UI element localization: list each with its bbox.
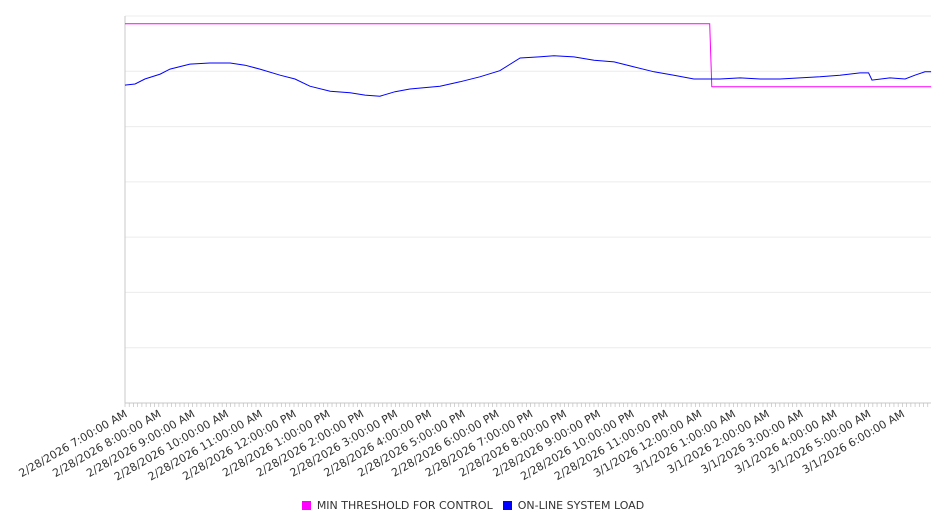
series-line-load <box>124 55 932 97</box>
legend-label-load: ON-LINE SYSTEM LOAD <box>517 499 645 512</box>
legend-swatch-threshold <box>301 501 311 510</box>
series-line-threshold <box>125 23 932 88</box>
series-lines <box>124 23 932 97</box>
legend-item-threshold[interactable]: MIN THRESHOLD FOR CONTROL <box>301 499 493 512</box>
legend: MIN THRESHOLD FOR CONTROL ON-LINE SYSTEM… <box>0 499 946 512</box>
legend-item-load[interactable]: ON-LINE SYSTEM LOAD <box>502 499 645 512</box>
legend-label-threshold: MIN THRESHOLD FOR CONTROL <box>316 499 493 512</box>
gridlines <box>125 15 931 349</box>
x-tick-labels: 2/28/2026 7:00:00 AM2/28/2026 8:00:00 AM… <box>17 407 907 483</box>
axes <box>124 16 931 407</box>
legend-swatch-load <box>502 501 512 510</box>
